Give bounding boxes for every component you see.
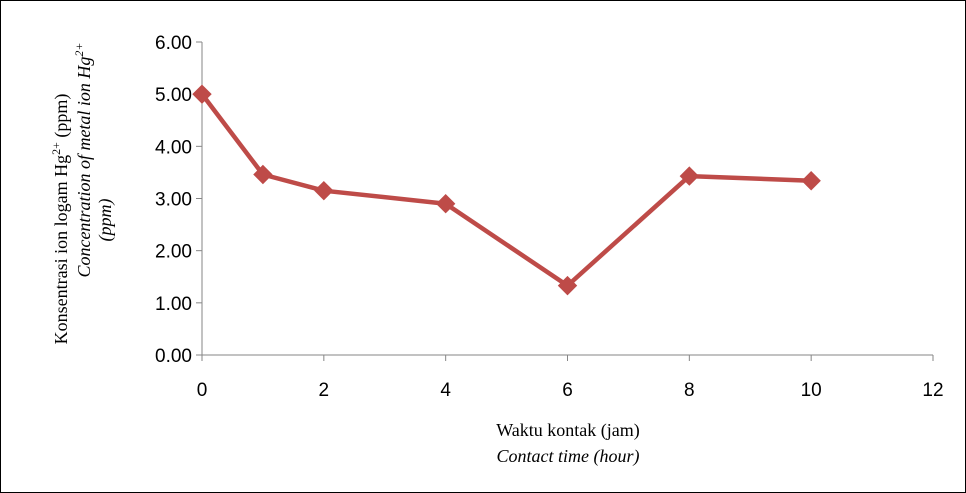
data-point-marker: [192, 84, 212, 104]
y-tick-label: 1.00: [155, 294, 192, 315]
y-axis-title: Konsentrasi ion logam Hg2+ (ppm): [49, 94, 72, 345]
y-tick-label: 3.00: [155, 190, 192, 211]
series-polyline: [199, 91, 814, 288]
y-axis-title-english: Concentration of metal ion Hg2+: [72, 42, 94, 277]
series-markers: [192, 84, 821, 296]
y-tick-labels: 0.00 1.00 2.00 3.00 4.00 5.00 6.00: [155, 33, 192, 367]
y-tick-label: 0.00: [155, 346, 192, 367]
y-axis-title-prefix: Konsentrasi ion logam Hg: [51, 155, 71, 344]
x-tick-labels: 0 2 4 6 8 10 12: [197, 380, 944, 401]
x-tick-label: 10: [801, 380, 822, 401]
y-axis-title-english-sup: 2+: [72, 42, 86, 56]
y-axis-title-sup: 2+: [49, 142, 63, 155]
y-axis-title-english-unit: (ppm): [95, 199, 116, 242]
x-tick-label: 8: [684, 380, 695, 401]
y-tick-label: 5.00: [155, 85, 192, 106]
x-tick-label: 2: [319, 380, 330, 401]
data-point-marker: [557, 275, 578, 296]
chart-axes: [196, 41, 934, 361]
series-line: [199, 91, 814, 288]
data-point-marker: [314, 180, 334, 201]
data-point-marker: [435, 194, 456, 214]
x-axis-title: Waktu kontak (jam): [496, 420, 640, 441]
y-tick-label: 2.00: [155, 242, 192, 263]
y-axis-title-english-prefix: Concentration of metal ion Hg: [74, 57, 94, 278]
x-tick-label: 4: [440, 380, 451, 401]
y-axis-title-suffix: (ppm): [51, 94, 72, 143]
data-point-marker: [801, 171, 821, 191]
x-tick-label: 12: [922, 380, 943, 401]
x-tick-label: 6: [562, 380, 573, 401]
y-tick-label: 4.00: [155, 137, 192, 158]
y-tick-label: 6.00: [155, 33, 192, 54]
x-axis-title-english: Contact time (hour): [497, 446, 640, 467]
x-tick-label: 0: [197, 380, 208, 401]
data-point-marker: [679, 166, 700, 186]
data-point-marker: [253, 164, 273, 185]
